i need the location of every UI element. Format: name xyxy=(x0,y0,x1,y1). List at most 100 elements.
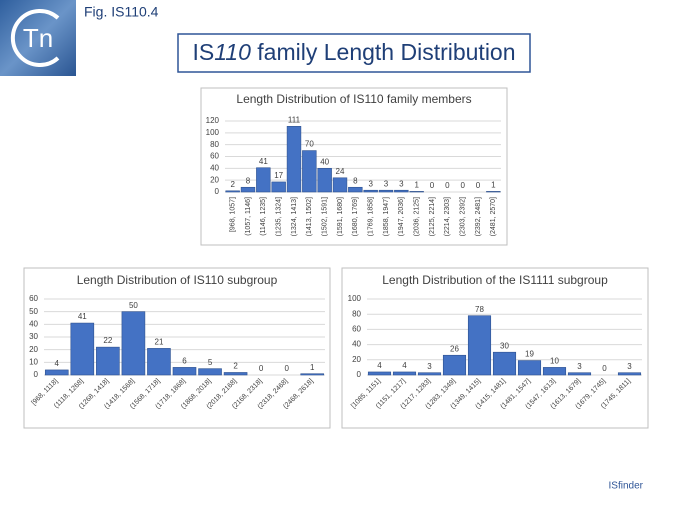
value-label: 8 xyxy=(246,176,251,185)
slide-title: IS110 family Length Distribution xyxy=(192,39,515,65)
bar xyxy=(363,189,378,193)
bar xyxy=(492,351,517,376)
value-label: 3 xyxy=(427,362,432,371)
value-label: 3 xyxy=(627,362,632,371)
value-label: 22 xyxy=(103,336,112,345)
value-label: 19 xyxy=(525,350,534,359)
value-label: 2 xyxy=(230,180,235,189)
bar xyxy=(286,126,302,193)
y-tick-label: 50 xyxy=(29,307,38,316)
chart-title: Length Distribution of the IS1111 subgro… xyxy=(382,273,608,287)
bar xyxy=(378,189,394,193)
y-tick-label: 0 xyxy=(215,187,220,196)
bar xyxy=(617,372,642,376)
bar xyxy=(240,186,256,193)
bar xyxy=(223,372,248,376)
y-tick-label: 120 xyxy=(206,116,220,125)
bar xyxy=(147,348,171,376)
logo-text: Tn xyxy=(23,23,53,53)
value-label: 4 xyxy=(402,361,407,370)
y-tick-label: 100 xyxy=(206,128,220,137)
bar xyxy=(332,177,348,193)
y-tick-label: 20 xyxy=(29,345,38,354)
value-label: 2 xyxy=(233,362,238,371)
bar xyxy=(121,311,146,376)
y-tick-label: 80 xyxy=(210,140,219,149)
value-label: 5 xyxy=(208,358,213,367)
x-tick-label: [968, 1057] xyxy=(230,197,237,232)
x-tick-label: (1769, 1858] xyxy=(368,197,375,236)
value-label: 3 xyxy=(577,362,582,371)
value-label: 30 xyxy=(500,341,509,350)
value-label: 0 xyxy=(430,181,435,190)
logo-ring xyxy=(10,9,60,67)
bar xyxy=(486,191,501,193)
bar xyxy=(317,168,332,193)
value-label: 41 xyxy=(259,157,268,166)
value-label: 26 xyxy=(450,344,459,353)
y-tick-label: 40 xyxy=(352,340,361,349)
y-tick-label: 20 xyxy=(210,175,219,184)
value-label: 3 xyxy=(368,179,373,188)
title-part: 110 xyxy=(214,39,251,65)
title-part: family Length Distribution xyxy=(251,39,516,65)
value-label: 1 xyxy=(491,181,496,190)
bar xyxy=(70,322,95,376)
value-label: 0 xyxy=(284,364,289,373)
bar xyxy=(256,167,271,193)
value-label: 0 xyxy=(445,181,450,190)
bar xyxy=(467,315,492,376)
bar xyxy=(367,371,392,376)
y-tick-label: 60 xyxy=(352,325,361,334)
bar xyxy=(394,189,409,193)
x-tick-label: (1413, 1502] xyxy=(306,197,313,236)
x-tick-label: (1858, 1947] xyxy=(383,197,390,236)
fig-label: Fig. IS110.4 xyxy=(84,4,159,20)
bar xyxy=(302,150,317,193)
value-label: 0 xyxy=(602,364,607,373)
x-tick-label: (1235, 1324] xyxy=(276,197,283,236)
value-label: 10 xyxy=(550,357,559,366)
bar xyxy=(96,346,120,376)
bar xyxy=(409,191,424,193)
x-tick-label: (1947, 2036] xyxy=(398,197,405,236)
value-label: 78 xyxy=(475,305,484,314)
value-label: 1 xyxy=(310,363,315,372)
value-label: 6 xyxy=(182,357,187,366)
y-tick-label: 10 xyxy=(29,357,38,366)
y-tick-label: 80 xyxy=(352,309,361,318)
chart-frame xyxy=(341,267,649,429)
value-label: 17 xyxy=(274,171,283,180)
y-tick-label: 60 xyxy=(29,294,38,303)
value-label: 4 xyxy=(55,359,60,368)
bar xyxy=(417,372,442,376)
value-label: 21 xyxy=(155,338,164,347)
y-tick-label: 0 xyxy=(357,370,362,379)
value-label: 0 xyxy=(476,181,481,190)
title-part: IS xyxy=(192,39,214,65)
bar xyxy=(44,369,69,376)
x-tick-label: (1057, 1146] xyxy=(245,197,252,236)
value-label: 8 xyxy=(353,176,358,185)
bar xyxy=(300,373,325,376)
bar xyxy=(225,190,240,193)
title-box xyxy=(177,33,531,73)
value-label: 40 xyxy=(320,157,329,166)
bar xyxy=(271,181,286,193)
value-label: 0 xyxy=(259,364,264,373)
chart-frame xyxy=(200,87,508,246)
x-tick-label: (2036, 2125] xyxy=(414,197,421,236)
y-tick-label: 60 xyxy=(210,152,219,161)
x-tick-label: (1591, 1680] xyxy=(337,197,344,236)
value-label: 1 xyxy=(414,181,419,190)
y-tick-label: 30 xyxy=(29,332,38,341)
value-label: 4 xyxy=(377,361,382,370)
value-label: 24 xyxy=(336,167,345,176)
value-label: 70 xyxy=(305,140,314,149)
chart-title: Length Distribution of IS110 family memb… xyxy=(236,92,471,106)
y-tick-label: 40 xyxy=(29,319,38,328)
bar xyxy=(542,367,567,376)
value-label: 3 xyxy=(399,179,404,188)
x-tick-label: (1680, 1769] xyxy=(352,197,359,236)
